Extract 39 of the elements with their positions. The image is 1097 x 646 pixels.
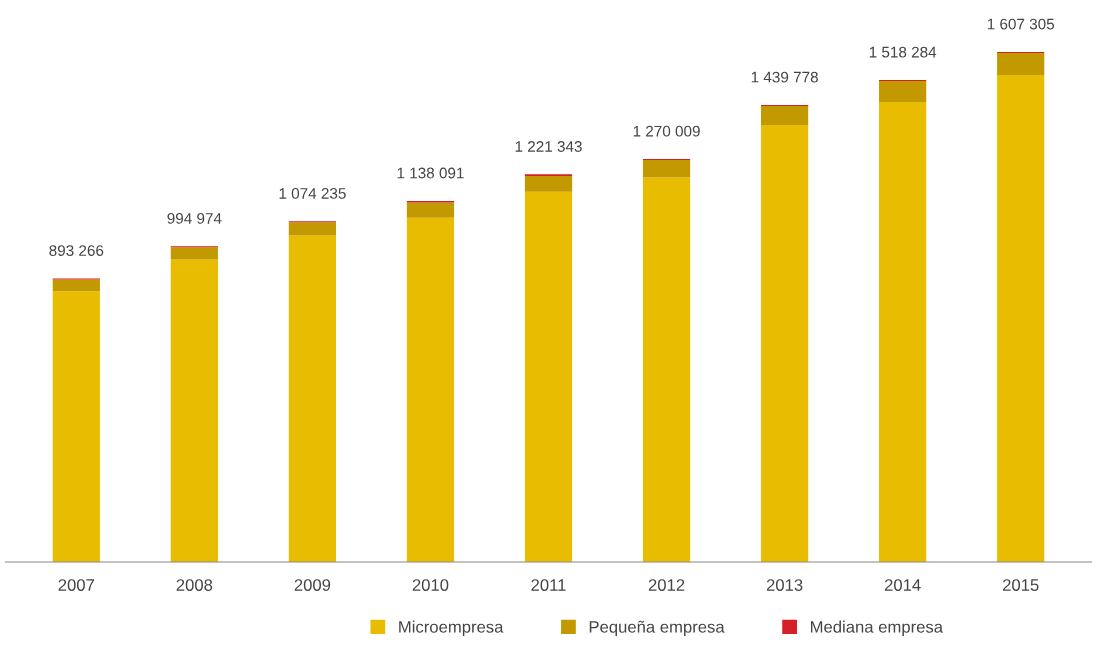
legend-label: Mediana empresa — [810, 620, 944, 637]
annotation: 994 974 — [167, 213, 222, 224]
x-tick-label: 2015 — [1002, 579, 1039, 591]
annotation: 893 266 — [49, 245, 104, 256]
annotation: 1 439 778 — [751, 71, 818, 83]
legend-label: Microempresa — [399, 620, 504, 637]
bar — [52, 291, 100, 563]
annotation: 1 074 235 — [279, 188, 346, 199]
annotation: 1 138 091 — [397, 167, 464, 179]
x-tick-label: 2007 — [58, 579, 95, 591]
bar — [52, 279, 100, 292]
bar — [406, 202, 455, 218]
legend-label: Pequeña empresa — [589, 620, 725, 637]
bar — [524, 191, 573, 563]
x-tick-label: 2013 — [766, 579, 803, 591]
x-tick-label: 2012 — [648, 579, 685, 591]
bar — [760, 106, 809, 125]
x-tick-label: 2010 — [412, 579, 449, 591]
annotation: 1 270 009 — [633, 125, 700, 137]
bar — [288, 235, 337, 563]
annotation: 1 518 284 — [869, 46, 937, 58]
bar — [997, 52, 1045, 75]
x-tick-label: 2009 — [294, 579, 331, 591]
bar — [170, 247, 218, 260]
bar — [879, 81, 927, 102]
bar — [760, 124, 809, 563]
bar — [288, 222, 337, 236]
bar — [997, 74, 1045, 563]
bar — [406, 217, 455, 563]
annotation: 1 221 343 — [515, 141, 582, 152]
bar — [642, 160, 691, 178]
x-tick-label: 2011 — [531, 579, 566, 591]
x-tick-label: 2014 — [884, 579, 921, 591]
bar — [879, 101, 927, 563]
annotation: 1 607 305 — [987, 18, 1055, 30]
x-tick-label: 2008 — [176, 579, 213, 591]
bar — [642, 177, 691, 563]
bar — [524, 175, 573, 192]
bar — [170, 259, 218, 563]
